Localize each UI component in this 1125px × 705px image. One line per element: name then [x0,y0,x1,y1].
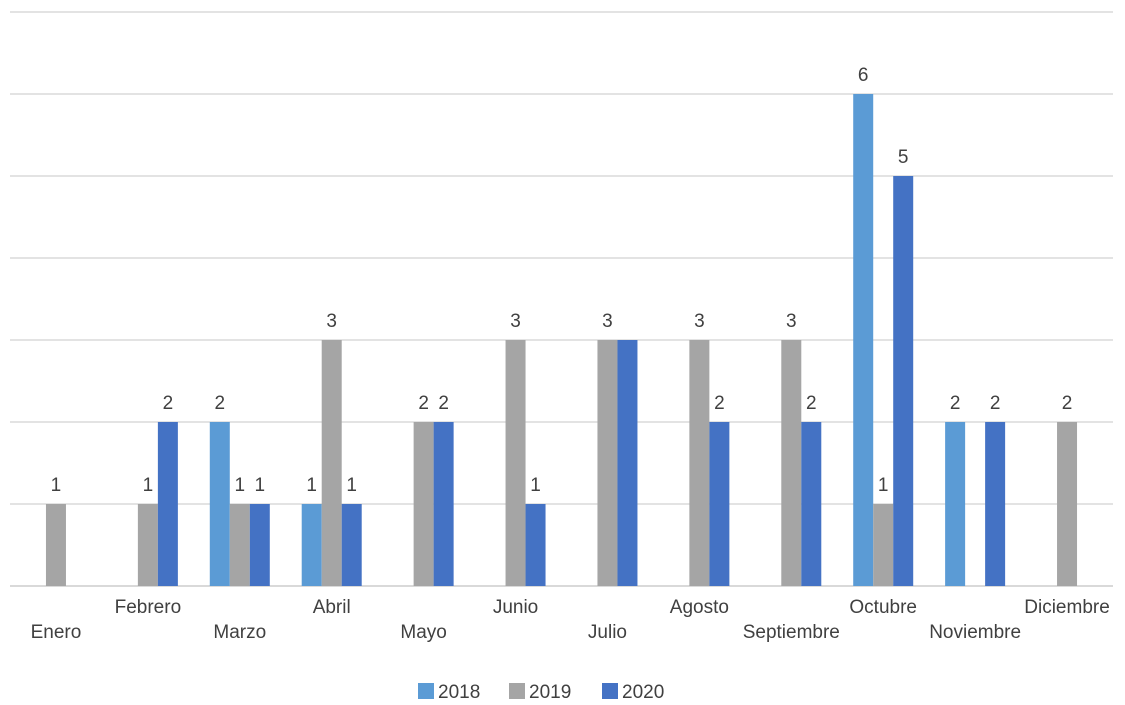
data-label: 2 [215,393,226,414]
data-label: 1 [530,475,541,496]
bar-2020-noviembre [985,422,1006,586]
data-label: 3 [694,311,705,332]
bar-2019-abril [321,340,342,586]
data-label: 3 [326,311,337,332]
bar-2020-septiembre [801,422,822,586]
bar-2019-agosto [689,340,710,586]
data-label: 3 [786,311,797,332]
legend-label: 2020 [622,682,664,703]
bar-2019-julio [597,340,618,586]
bar-2020-junio [525,504,546,586]
bar-2019-febrero [137,504,158,586]
legend-swatch-2020 [602,683,618,699]
data-label: 2 [714,393,725,414]
x-tick-label: Febrero [115,597,182,618]
bar-2020-julio [617,340,638,586]
data-label: 6 [858,65,869,86]
data-label: 2 [990,393,1001,414]
data-label: 2 [950,393,961,414]
x-tick-label: Junio [493,597,538,618]
x-tick-label: Octubre [849,597,917,618]
x-tick-label: Abril [313,597,351,618]
data-label: 3 [510,311,521,332]
data-label: 2 [1062,393,1073,414]
data-label: 1 [235,475,246,496]
bar-2019-marzo [229,504,250,586]
bar-2020-febrero [157,422,178,586]
legend-label: 2018 [438,682,480,703]
legend-swatch-2018 [418,683,434,699]
legend-label: 2019 [529,682,571,703]
bar-2019-octubre [873,504,894,586]
bar-2020-octubre [893,176,914,586]
bar-2019-septiembre [781,340,802,586]
x-tick-label: Agosto [670,597,729,618]
data-label: 2 [438,393,449,414]
bar-2019-enero [45,504,66,586]
legend-swatch-2019 [509,683,525,699]
bar-2019-junio [505,340,526,586]
bar-2020-abril [341,504,362,586]
data-label: 2 [163,393,174,414]
data-label: 1 [346,475,357,496]
x-tick-label: Septiembre [743,622,840,643]
data-label: 1 [51,475,62,496]
data-label: 1 [306,475,317,496]
data-label: 2 [418,393,429,414]
x-tick-label: Noviembre [929,622,1021,643]
x-tick-label: Enero [31,622,82,643]
bar-2018-marzo [209,422,230,586]
bar-2019-diciembre [1057,422,1078,586]
data-label: 1 [878,475,889,496]
data-label: 1 [143,475,154,496]
data-label: 5 [898,147,909,168]
x-tick-label: Julio [588,622,627,643]
bar-2020-marzo [249,504,270,586]
x-tick-label: Marzo [213,622,266,643]
bar-2018-abril [301,504,322,586]
data-label: 1 [255,475,266,496]
data-label: 3 [602,311,613,332]
bar-2020-mayo [433,422,454,586]
data-label: 2 [806,393,817,414]
x-tick-label: Mayo [400,622,446,643]
bar-2019-mayo [413,422,434,586]
bar-2018-octubre [853,94,874,586]
bar-2018-noviembre [945,422,966,586]
x-tick-label: Diciembre [1024,597,1110,618]
bar-2020-agosto [709,422,730,586]
